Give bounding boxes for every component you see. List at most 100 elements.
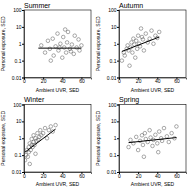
- point: [49, 59, 53, 63]
- point: [162, 126, 166, 130]
- point: [144, 32, 148, 36]
- point: [134, 39, 138, 43]
- y-tick: 100: [108, 7, 119, 13]
- y-tick-mark: [117, 172, 119, 173]
- y-axis-line: [22, 11, 25, 79]
- y-tick-label: 1: [19, 41, 22, 47]
- y-tick: 1: [114, 41, 119, 47]
- y-axis: 0.01 0.1 1 10 100: [12, 7, 25, 81]
- x-tick-label: 40: [155, 173, 161, 179]
- x-tick-label: 20: [41, 78, 47, 84]
- y-tick-label: 1: [114, 41, 117, 47]
- y-tick-mark: [22, 44, 24, 45]
- point: [27, 150, 31, 154]
- x-axis-title: Ambient UVR, SED: [131, 87, 175, 93]
- point: [47, 128, 51, 132]
- regression-line: [129, 138, 177, 143]
- y-tick-label: 0.1: [15, 152, 22, 158]
- x-axis: 0204060: [118, 78, 186, 85]
- panel-title: Autumn: [119, 2, 143, 9]
- point: [70, 43, 74, 47]
- y-axis-title: Personal exposure, SED: [0, 16, 6, 71]
- y-tick-label: 10: [111, 24, 117, 30]
- y-tick-mark: [117, 27, 119, 28]
- point: [165, 135, 169, 139]
- regression-line: [25, 129, 56, 152]
- y-tick-mark: [22, 61, 24, 62]
- point: [62, 46, 66, 50]
- y-tick: 100: [13, 7, 24, 13]
- y-tick: 0.1: [15, 152, 24, 158]
- y-axis: 0.010.1110100: [12, 102, 25, 176]
- point: [52, 54, 56, 58]
- y-tick: 100: [108, 102, 119, 108]
- y-tick: 0.1: [110, 152, 119, 158]
- panel-title: Summer: [24, 2, 51, 9]
- marks: [120, 27, 161, 68]
- point: [170, 131, 174, 135]
- y-tick-label: 0.01: [12, 75, 22, 81]
- point: [136, 34, 140, 38]
- y-axis-line: [22, 105, 25, 173]
- y-tick-mark: [117, 61, 119, 62]
- x-tick: 20: [41, 172, 47, 179]
- x-axis: 0204060: [23, 78, 91, 85]
- y-tick-label: 100: [108, 102, 117, 108]
- point: [51, 37, 55, 41]
- y-tick-mark: [117, 78, 119, 79]
- y-tick-mark: [22, 27, 24, 28]
- y-tick-mark: [117, 138, 119, 139]
- y-axis-line: [117, 11, 120, 79]
- y-tick-label: 0.1: [15, 58, 22, 64]
- x-tick-label: 40: [155, 78, 161, 84]
- y-axis-title: Personal exposure, SED: [95, 110, 101, 165]
- y-tick-mark: [22, 121, 24, 122]
- y-axis-title: Personal exposure, SED: [0, 110, 6, 165]
- point: [148, 128, 152, 132]
- x-tick: 20: [41, 78, 47, 85]
- point: [34, 152, 38, 156]
- panel: 02040600.010.1110100SpringAmbient UVR, S…: [95, 96, 187, 187]
- point: [26, 155, 30, 159]
- point: [58, 46, 62, 50]
- x-axis-title: Ambient UVR, SED: [36, 87, 80, 93]
- regression-line: [38, 48, 81, 49]
- point: [49, 125, 53, 129]
- y-tick: 1: [19, 135, 24, 141]
- point: [80, 44, 84, 48]
- x-tick-label: 20: [136, 173, 142, 179]
- point: [69, 50, 73, 54]
- point: [61, 35, 65, 39]
- marks: [24, 123, 57, 165]
- y-tick: 1: [114, 135, 119, 141]
- y-tick-label: 0.01: [107, 75, 117, 81]
- y-tick: 0.01: [12, 75, 24, 81]
- point: [139, 27, 143, 31]
- y-axis: 0.010.1110100: [107, 102, 120, 176]
- panel-title: Winter: [24, 96, 45, 103]
- point: [154, 133, 158, 137]
- y-tick-mark: [22, 172, 24, 173]
- point: [157, 30, 161, 34]
- point: [43, 126, 47, 130]
- y-tick: 0.1: [15, 58, 24, 64]
- point: [155, 142, 159, 146]
- y-tick: 0.01: [107, 75, 119, 81]
- y-tick-label: 10: [16, 24, 22, 30]
- point: [123, 54, 127, 58]
- point: [151, 144, 155, 148]
- y-tick-label: 100: [108, 7, 117, 13]
- point: [65, 41, 69, 45]
- y-axis-line: [117, 105, 120, 173]
- point: [36, 131, 40, 135]
- y-tick-label: 0.01: [12, 169, 22, 175]
- regression-line: [122, 37, 159, 51]
- point: [64, 51, 68, 55]
- point: [39, 133, 43, 137]
- point: [56, 32, 60, 36]
- point: [59, 42, 63, 46]
- panel: 02040600.01 0.1 1 10 100Summer Ambient UVR, S…: [0, 2, 92, 93]
- y-tick-mark: [117, 44, 119, 45]
- point: [48, 47, 52, 51]
- panel: 02040600.010.1110100WinterAmbient UVR, S…: [0, 96, 92, 187]
